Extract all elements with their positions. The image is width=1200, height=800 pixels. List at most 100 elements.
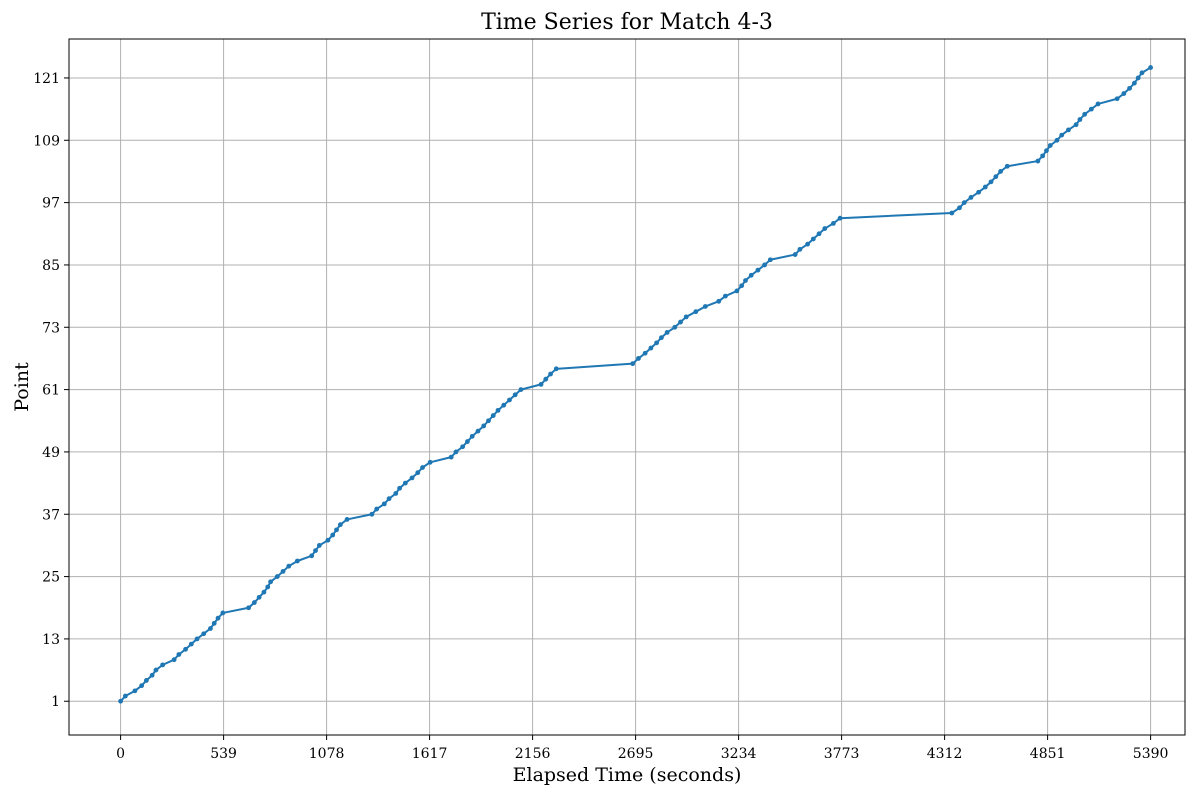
- data-point: [397, 485, 402, 491]
- data-point: [648, 345, 654, 351]
- data-point: [816, 231, 822, 237]
- data-point: [215, 615, 221, 621]
- data-point: [402, 480, 408, 486]
- data-point: [122, 693, 128, 699]
- data-point: [469, 433, 475, 439]
- y-tick-label: 49: [42, 445, 60, 461]
- data-point: [220, 610, 226, 616]
- data-point: [265, 584, 271, 590]
- data-point: [393, 491, 399, 496]
- data-point: [132, 688, 138, 694]
- data-point: [976, 189, 982, 195]
- data-point: [251, 600, 257, 605]
- data-point: [1127, 85, 1132, 91]
- y-tick-label: 61: [42, 383, 60, 399]
- data-point: [723, 293, 728, 299]
- y-tick-label: 109: [33, 133, 60, 149]
- x-tick-label: 0: [116, 746, 125, 762]
- data-point: [286, 563, 292, 569]
- data-point: [1054, 137, 1060, 143]
- data-point: [369, 511, 375, 517]
- data-point: [139, 683, 145, 689]
- data-point: [512, 392, 518, 398]
- data-point: [693, 309, 699, 315]
- data-point: [797, 246, 803, 252]
- data-point: [659, 335, 664, 341]
- data-point: [548, 371, 553, 377]
- y-tick-label: 25: [42, 570, 60, 586]
- data-point: [1139, 70, 1145, 76]
- data-point: [949, 210, 955, 216]
- data-point: [678, 319, 683, 325]
- data-point: [1004, 163, 1010, 169]
- y-tick-label: 37: [42, 507, 60, 523]
- data-point: [755, 267, 761, 273]
- data-point: [246, 605, 252, 611]
- y-tick-label: 97: [42, 196, 60, 212]
- data-point: [543, 376, 549, 382]
- data-point: [149, 672, 155, 678]
- data-point: [683, 314, 689, 320]
- data-point: [313, 548, 318, 554]
- y-tick-label: 121: [33, 71, 60, 87]
- data-point: [805, 241, 810, 247]
- data-point: [507, 397, 512, 403]
- data-point: [538, 382, 544, 387]
- data-point: [194, 636, 200, 642]
- data-point: [211, 620, 217, 626]
- data-point: [208, 626, 213, 631]
- data-point: [734, 288, 740, 294]
- grid: [69, 39, 1185, 735]
- data-point: [762, 262, 767, 268]
- data-point: [325, 537, 331, 543]
- data-point: [334, 527, 339, 533]
- data-point: [176, 652, 182, 657]
- data-point: [553, 366, 559, 372]
- data-point: [630, 361, 636, 367]
- x-tick-label: 3773: [824, 746, 860, 762]
- data-point: [316, 543, 322, 548]
- data-point: [495, 407, 501, 413]
- data-point: [739, 283, 745, 289]
- x-tick-label: 2156: [515, 746, 551, 762]
- x-tick-label: 4851: [1030, 746, 1066, 762]
- data-point: [518, 387, 524, 392]
- data-point: [160, 662, 166, 668]
- data-point: [420, 465, 425, 470]
- data-point: [268, 579, 274, 585]
- data-point: [183, 646, 188, 652]
- data-point: [280, 568, 286, 574]
- data-point: [481, 423, 487, 429]
- x-tick-label: 1617: [412, 746, 448, 762]
- data-point: [274, 574, 280, 579]
- data-point: [961, 200, 967, 206]
- data-point: [636, 356, 641, 361]
- data-point: [767, 257, 773, 263]
- data-point: [702, 304, 708, 309]
- series-layer: [118, 65, 1153, 704]
- chart-title: Time Series for Match 4-3: [481, 10, 773, 35]
- y-tick-label: 73: [42, 320, 60, 336]
- data-point: [1059, 132, 1065, 138]
- data-point: [1047, 143, 1053, 148]
- data-point: [1073, 122, 1079, 128]
- data-point: [1121, 91, 1127, 96]
- data-point: [1131, 80, 1137, 86]
- data-point: [381, 501, 387, 507]
- data-point: [486, 418, 491, 424]
- data-point: [188, 641, 194, 647]
- data-point: [294, 558, 300, 564]
- data-point: [1044, 148, 1049, 154]
- data-point: [153, 667, 159, 673]
- data-point: [465, 439, 470, 444]
- data-point: [409, 475, 415, 481]
- data-point: [743, 278, 748, 283]
- data-point: [664, 330, 670, 335]
- data-point: [993, 174, 999, 180]
- x-tick-label: 2695: [618, 746, 654, 762]
- data-point: [1114, 96, 1120, 102]
- data-point: [1148, 65, 1153, 70]
- data-point: [171, 657, 177, 663]
